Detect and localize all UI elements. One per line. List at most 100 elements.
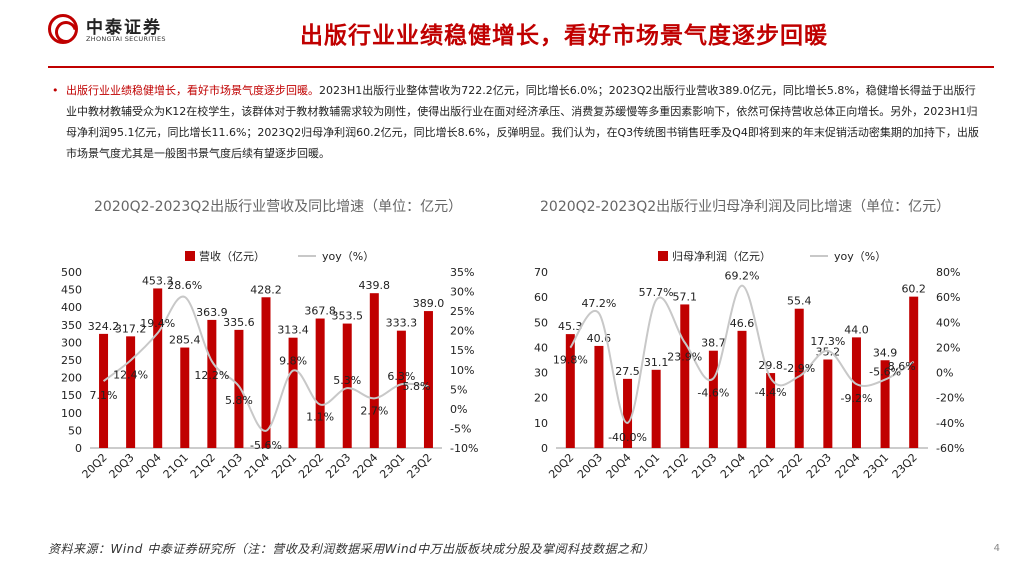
bar: [234, 329, 244, 448]
bar-value-label: 333.3: [386, 317, 418, 330]
bar: [651, 369, 661, 448]
bar-value-label: 324.2: [88, 320, 120, 333]
x-tick-label: 20Q3: [575, 451, 605, 481]
bar-value-label: 313.4: [277, 324, 309, 337]
yoy-line: [102, 295, 429, 432]
title-divider: [48, 66, 994, 68]
revenue-chart: 0 50 100 150 200 250 300 350 400 450 500 -10% -5% 0% 5…: [61, 249, 478, 481]
bar: [623, 378, 633, 448]
yoy-value-label: -4.4%: [755, 386, 787, 399]
y2-tick-label: 30%: [450, 286, 474, 299]
x-tick-label: 22Q1: [269, 451, 299, 481]
yoy-line: [569, 284, 915, 424]
bar-value-label: 27.5: [615, 365, 640, 378]
x-tick-label: 21Q1: [632, 451, 662, 481]
legend-bar-label: 营收（亿元）: [199, 249, 265, 263]
y-tick-label: 100: [61, 407, 82, 420]
y-tick-label: 200: [61, 372, 82, 385]
x-tick-label: 21Q3: [215, 451, 245, 481]
bar: [180, 347, 190, 448]
yoy-value-label: -2.9%: [783, 362, 815, 375]
y-tick-label: 10: [534, 417, 548, 430]
bar: [315, 318, 325, 448]
yoy-value-label: -5.6%: [250, 439, 282, 452]
y2-tick-label: -40%: [936, 417, 964, 430]
x-tick-label: 22Q4: [350, 451, 380, 481]
yoy-value-label: 19.8%: [553, 354, 588, 367]
yoy-value-label: -5.6%: [869, 366, 901, 379]
yoy-value-label: 7.1%: [90, 389, 118, 402]
bar: [708, 350, 718, 448]
x-tick-label: 23Q1: [377, 451, 407, 481]
y2-tick-label: 0%: [450, 403, 467, 416]
bar-value-label: 363.9: [196, 306, 228, 319]
bar-value-label: 428.2: [250, 283, 282, 296]
bar: [369, 293, 379, 448]
bar: [126, 336, 136, 448]
y2-tick-label: -20%: [936, 392, 964, 405]
x-tick-label: 23Q1: [861, 451, 891, 481]
bar-value-label: 60.2: [901, 283, 926, 296]
yoy-value-label: 6.3%: [387, 370, 415, 383]
bar: [823, 359, 833, 448]
x-tick-label: 23Q2: [890, 451, 920, 481]
bar: [794, 308, 804, 448]
y-tick-label: 150: [61, 389, 82, 402]
yoy-value-label: 12.2%: [194, 369, 229, 382]
legend-bar-swatch: [185, 251, 195, 261]
y-tick-label: 250: [61, 354, 82, 367]
y-tick-label: 50: [534, 316, 548, 329]
yoy-value-label: 5.3%: [333, 374, 361, 387]
y2-tick-label: 20%: [450, 325, 474, 338]
y2-tick-label: -10%: [450, 442, 478, 455]
y2-tick-label: 15%: [450, 344, 474, 357]
y-tick-label: 70: [534, 266, 548, 279]
summary-body: 2023H1出版行业整体营收为722.2亿元，同比增长6.0%；2023Q2出版…: [66, 84, 979, 160]
bar: [851, 337, 861, 448]
bar-value-label: 335.6: [223, 316, 255, 329]
y-tick-label: 0: [541, 442, 548, 455]
summary-highlight: 出版行业业绩稳健增长，看好市场景气度逐步回暖。: [66, 84, 319, 97]
x-tick-label: 21Q2: [661, 451, 691, 481]
y-tick-label: 20: [534, 392, 548, 405]
logo-name-cn: 中泰证券: [86, 18, 162, 38]
y-tick-label: 450: [61, 284, 82, 297]
y-tick-label: 40: [534, 341, 548, 354]
y-tick-label: 350: [61, 319, 82, 332]
y2-tick-label: 80%: [936, 266, 960, 279]
x-tick-label: 22Q2: [296, 451, 326, 481]
y2-tick-label: 60%: [936, 291, 960, 304]
y2-tick-label: -60%: [936, 442, 964, 455]
page-title: 出版行业业绩稳健增长，看好市场景气度逐步回暖: [300, 23, 828, 49]
yoy-value-label: 69.2%: [725, 270, 760, 283]
logo-name-en: ZHONGTAI SECURITIES: [86, 35, 166, 43]
yoy-value-label: 1.1%: [306, 411, 334, 424]
yoy-value-label: 17.3%: [810, 335, 845, 348]
yoy-value-label: -40.0%: [608, 431, 647, 444]
bar: [153, 288, 163, 448]
x-tick-label: 22Q3: [323, 451, 353, 481]
y2-tick-label: 25%: [450, 305, 474, 318]
bullet-marker: •: [52, 84, 59, 97]
yoy-value-label: -4.6%: [697, 386, 729, 399]
bar-value-label: 31.1: [644, 356, 669, 369]
y-tick-label: 300: [61, 336, 82, 349]
bar-value-label: 285.4: [169, 334, 201, 347]
bar: [737, 330, 747, 448]
x-tick-label: 22Q2: [775, 451, 805, 481]
bar: [880, 360, 890, 448]
legend-line-label: yoy（%）: [834, 250, 886, 263]
bar-value-label: 57.1: [673, 290, 698, 303]
bar-value-label: 34.9: [873, 346, 898, 359]
x-tick-label: 21Q2: [188, 451, 218, 481]
company-logo-icon: [48, 14, 78, 44]
bar-value-label: 439.8: [359, 279, 391, 292]
y2-tick-label: 10%: [450, 364, 474, 377]
y2-tick-label: 5%: [450, 383, 467, 396]
y2-tick-label: 20%: [936, 341, 960, 354]
bar: [288, 337, 298, 448]
x-tick-label: 20Q2: [79, 451, 109, 481]
bar: [766, 373, 776, 448]
y2-tick-label: 35%: [450, 266, 474, 279]
y-tick-label: 500: [61, 266, 82, 279]
